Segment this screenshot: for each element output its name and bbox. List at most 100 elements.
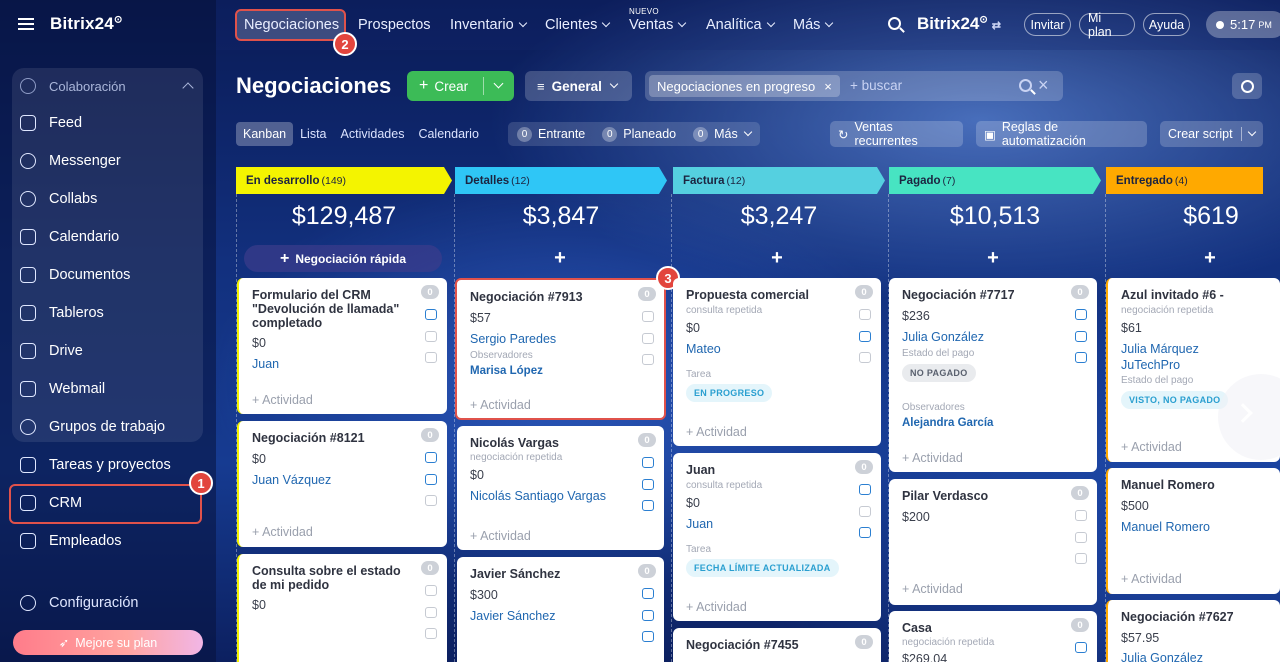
- close-icon[interactable]: ×: [824, 78, 832, 94]
- chat-icon[interactable]: [859, 527, 871, 538]
- sidebar-item-feed[interactable]: Feed: [20, 106, 82, 140]
- deal-contact[interactable]: Javier Sánchez: [470, 609, 556, 623]
- deal-title[interactable]: Consulta sobre el estado de mi pedido: [252, 564, 401, 592]
- add-activity-link[interactable]: + Actividad: [686, 600, 747, 614]
- chat-icon[interactable]: [1075, 352, 1087, 363]
- phone-icon[interactable]: [1075, 642, 1087, 653]
- add-activity-link[interactable]: + Actividad: [1121, 572, 1182, 586]
- deal-title[interactable]: Propuesta comercial: [686, 288, 809, 302]
- search-icon-wrap[interactable]: [1019, 79, 1032, 92]
- add-activity-link[interactable]: + Actividad: [470, 398, 531, 412]
- deal-contact[interactable]: Nicolás Santiago Vargas: [470, 489, 606, 503]
- deal-contact[interactable]: Juan: [252, 357, 280, 371]
- add-activity-link[interactable]: + Actividad: [252, 525, 313, 539]
- logo[interactable]: Bitrix24⊙: [50, 14, 123, 34]
- settings-toggle-icon[interactable]: ⇄: [991, 20, 1001, 32]
- chat-icon[interactable]: [425, 495, 437, 506]
- stage-detalles[interactable]: Detalles (12): [455, 167, 667, 194]
- nav-mas[interactable]: Más: [793, 17, 834, 33]
- tab-calendario[interactable]: Calendario: [418, 127, 479, 141]
- stage-factura[interactable]: Factura (12): [673, 167, 885, 194]
- mail-icon[interactable]: [642, 479, 654, 490]
- mail-icon[interactable]: [642, 333, 654, 344]
- automation-rules-button[interactable]: ▣ Reglas de automatización: [976, 120, 1147, 148]
- chat-icon[interactable]: [642, 500, 654, 511]
- phone-icon[interactable]: [642, 588, 654, 599]
- deal-card[interactable]: Negociación #7627 $57.95 Julia González: [1106, 600, 1280, 662]
- counter-entrante[interactable]: 0 Entrante: [517, 126, 585, 142]
- phone-icon[interactable]: [425, 309, 437, 320]
- chat-icon[interactable]: [642, 631, 654, 642]
- deal-card[interactable]: Formulario del CRM "Devolución de llamad…: [237, 278, 447, 414]
- phone-icon[interactable]: [859, 309, 871, 320]
- deal-card[interactable]: Juan consulta repetida $0 Juan Tarea FEC…: [673, 453, 881, 621]
- tab-lista[interactable]: Lista: [300, 127, 327, 141]
- phone-icon[interactable]: [425, 452, 437, 463]
- nav-ventas[interactable]: Ventas: [629, 17, 687, 33]
- deal-title[interactable]: Formulario del CRM "Devolución de llamad…: [252, 288, 400, 330]
- deal-card[interactable]: Negociación #8121 $0 Juan Vázquez + Acti…: [237, 421, 447, 547]
- deal-title[interactable]: Negociación #7627: [1121, 610, 1234, 624]
- deal-title[interactable]: Negociación #7455: [686, 638, 799, 652]
- add-deal-button[interactable]: +: [554, 247, 566, 269]
- deal-card[interactable]: Javier Sánchez $300 Javier Sánchez 0: [457, 557, 664, 662]
- tab-kanban[interactable]: Kanban: [236, 122, 294, 146]
- my-plan-button[interactable]: Mi plan: [1079, 11, 1135, 39]
- deal-card[interactable]: Nicolás Vargas negociación repetida $0 N…: [457, 426, 664, 550]
- deal-card[interactable]: Manuel Romero $500 Manuel Romero + Activ…: [1106, 468, 1280, 594]
- sidebar-item-collabs[interactable]: Collabs: [20, 182, 97, 216]
- deal-title[interactable]: Casa: [902, 621, 932, 635]
- deal-title[interactable]: Nicolás Vargas: [470, 436, 559, 450]
- mail-icon[interactable]: [425, 331, 437, 342]
- nav-prospectos[interactable]: Prospectos: [358, 17, 431, 33]
- stage-pagado[interactable]: Pagado (7): [889, 167, 1101, 194]
- deal-contact[interactable]: Mateo: [686, 342, 721, 356]
- deal-card[interactable]: Negociación #7717 $236 Julia González Es…: [889, 278, 1097, 472]
- search-input[interactable]: + buscar: [850, 78, 903, 93]
- stage-en-desarrollo[interactable]: En desarrollo (149): [236, 167, 452, 194]
- sidebar-item-tableros[interactable]: Tableros: [20, 296, 104, 330]
- deal-card[interactable]: Pilar Verdasco $200 + Actividad 0: [889, 479, 1097, 605]
- deal-title[interactable]: Negociación #8121: [252, 431, 365, 445]
- add-deal-button[interactable]: +: [1204, 247, 1216, 269]
- create-script-button[interactable]: Crear script: [1160, 121, 1263, 147]
- add-activity-link[interactable]: + Actividad: [470, 529, 531, 543]
- help-button[interactable]: Ayuda: [1143, 13, 1190, 36]
- add-deal-button[interactable]: +: [771, 247, 783, 269]
- deal-card[interactable]: Propuesta comercial consulta repetida $0…: [673, 278, 881, 446]
- chat-icon[interactable]: [1075, 553, 1087, 564]
- scroll-right-button[interactable]: [1218, 374, 1280, 460]
- mail-icon[interactable]: [859, 506, 871, 517]
- deal-contact[interactable]: Julia Márquez: [1121, 342, 1199, 356]
- tab-actividades[interactable]: Actividades: [340, 127, 405, 141]
- sidebar-item-configuracion[interactable]: Configuración: [20, 586, 138, 620]
- sidebar-item-empleados[interactable]: Empleados: [20, 524, 122, 558]
- add-activity-link[interactable]: + Actividad: [686, 425, 747, 439]
- chat-icon[interactable]: [859, 352, 871, 363]
- chat-icon[interactable]: [425, 352, 437, 363]
- add-activity-link[interactable]: + Actividad: [252, 393, 313, 407]
- deal-card[interactable]: Consulta sobre el estado de mi pedido $0…: [237, 554, 447, 662]
- deal-contact[interactable]: Sergio Paredes: [470, 332, 557, 346]
- deal-contact[interactable]: Julia González: [1121, 651, 1203, 662]
- counter-planeado[interactable]: 0 Planeado: [602, 126, 676, 142]
- mail-icon[interactable]: [859, 331, 871, 342]
- clear-icon[interactable]: ×: [1038, 75, 1049, 95]
- deal-title[interactable]: Pilar Verdasco: [902, 489, 989, 503]
- deal-contact[interactable]: Manuel Romero: [1121, 520, 1210, 534]
- sidebar-item-webmail[interactable]: Webmail: [20, 372, 105, 406]
- search-button[interactable]: [888, 17, 901, 30]
- deal-contact[interactable]: Juan Vázquez: [252, 473, 332, 487]
- add-activity-link[interactable]: + Actividad: [902, 451, 963, 465]
- stage-entregado[interactable]: Entregado (4): [1106, 167, 1263, 194]
- sidebar-item-grupos[interactable]: Grupos de trabajo: [20, 410, 165, 444]
- time-widget[interactable]: 5:17 PM: [1206, 11, 1280, 38]
- deal-card[interactable]: Casa negociación repetida $269.04 0: [889, 611, 1097, 662]
- nav-negociaciones[interactable]: Negociaciones: [244, 17, 340, 33]
- sidebar-section-collaboration[interactable]: Colaboración: [20, 69, 126, 103]
- deal-company[interactable]: JuTechPro: [1121, 358, 1181, 372]
- deal-card[interactable]: Negociación #7455 0: [673, 628, 881, 662]
- add-activity-link[interactable]: + Actividad: [902, 582, 963, 596]
- sidebar-item-tareas[interactable]: Tareas y proyectos: [20, 448, 171, 482]
- nav-inventario[interactable]: Inventario: [450, 17, 527, 33]
